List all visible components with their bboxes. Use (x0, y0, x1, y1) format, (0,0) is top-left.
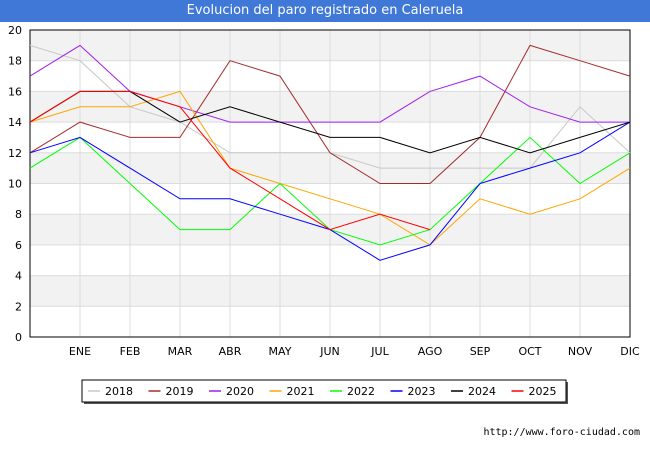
series-line-2021 (29, 90, 631, 246)
y-tick-label: 8 (15, 208, 22, 221)
x-tick-label: ABR (219, 345, 242, 358)
legend-label-2018: 2018 (105, 385, 133, 398)
x-tick-label: MAY (269, 345, 292, 358)
y-tick-label: 6 (15, 239, 22, 252)
y-tick-label: 0 (15, 331, 22, 344)
legend: 2018 2019 2020 2021 2022 2023 2024 2025 (81, 379, 568, 404)
plot-border (29, 29, 631, 338)
x-tick-label: OCT (518, 345, 541, 358)
y-axis-ticks: 0 2 4 6 8 10 12 14 16 18 20 (8, 24, 22, 344)
y-tick-label: 12 (8, 147, 22, 160)
x-tick-label: SEP (470, 345, 491, 358)
series-line-2019 (29, 44, 631, 184)
legend-label-2024: 2024 (468, 385, 496, 398)
legend-label-2022: 2022 (347, 385, 375, 398)
legend-label-2025: 2025 (529, 385, 557, 398)
x-tick-label: JUL (370, 345, 389, 358)
x-tick-label: DIC (620, 345, 640, 358)
y-tick-label: 10 (8, 178, 22, 191)
x-tick-label: AGO (418, 345, 443, 358)
x-tick-label: MAR (168, 345, 193, 358)
source-url[interactable]: http://www.foro-ciudad.com (483, 427, 640, 438)
y-tick-label: 16 (8, 85, 22, 98)
y-tick-label: 20 (8, 24, 22, 37)
x-tick-label: ENE (69, 345, 91, 358)
x-tick-label: FEB (120, 345, 141, 358)
x-axis-ticks: ENE FEB MAR ABR MAY JUN JUL AGO SEP OCT NOV DIC (69, 345, 640, 358)
series-line-2025 (29, 90, 431, 231)
legend-label-2019: 2019 (166, 385, 194, 398)
y-tick-label: 4 (15, 270, 22, 283)
series-lines (29, 44, 631, 261)
y-tick-label: 18 (8, 55, 22, 68)
x-tick-label: JUN (319, 345, 340, 358)
y-tick-label: 14 (8, 116, 22, 129)
legend-box (81, 379, 567, 403)
y-tick-label: 2 (15, 300, 22, 313)
legend-label-2023: 2023 (408, 385, 436, 398)
chart-title: Evolucion del paro registrado en Calerue… (0, 0, 650, 22)
x-tick-label: NOV (568, 345, 593, 358)
legend-label-2021: 2021 (287, 385, 315, 398)
legend-label-2020: 2020 (226, 385, 254, 398)
